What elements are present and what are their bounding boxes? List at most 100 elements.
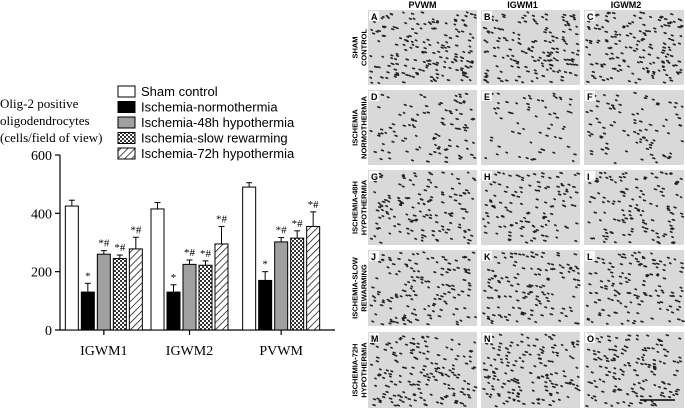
panel-letter-bg: [369, 11, 379, 21]
panel-letter-bg: [369, 91, 379, 101]
panel-letter-bg: [585, 251, 595, 261]
bar: [150, 208, 165, 331]
row-label: ISCHEMIA NORMOTHERMIA: [351, 95, 369, 158]
bar: [290, 237, 305, 331]
legend-label: Sham control: [141, 84, 218, 99]
panel-letter: E: [484, 92, 490, 102]
micrograph: [368, 170, 477, 245]
micrograph: [584, 90, 684, 165]
micrograph: [481, 332, 580, 408]
legend-swatch: [117, 85, 136, 98]
bar: [166, 291, 181, 331]
cells: [585, 333, 683, 408]
legend-label: Ischemia-48h hypothermia: [141, 115, 295, 130]
row-label-line: ISCHEMIA-SLOW: [351, 256, 360, 319]
legend-swatch: [117, 116, 136, 129]
panel-letter: N: [484, 334, 491, 344]
cells: [482, 251, 581, 325]
panel-letter-bg: [585, 333, 595, 343]
cells: [482, 333, 581, 408]
panel-letter: L: [587, 252, 593, 262]
significance-mark: *#: [308, 199, 320, 211]
panel-letter: J: [371, 252, 376, 262]
y-tick-label: 0: [45, 324, 52, 339]
row-label: ISCHEMIA-48H HYPOTHERMIA: [351, 179, 369, 235]
bar: [306, 225, 321, 331]
significance-mark: *: [171, 272, 177, 284]
y-axis-label: (cells/field of view): [0, 130, 103, 145]
panel-letter: H: [484, 172, 491, 182]
row-label-line: HYPOTHERMIA: [360, 179, 369, 235]
y-axis-label: Olig-2 positive: [0, 96, 79, 111]
panel-letter: K: [484, 252, 491, 262]
panel-letter: B: [484, 12, 491, 22]
bar: [274, 241, 289, 331]
bar: [128, 248, 143, 331]
cells: [482, 171, 580, 244]
panel-letter-bg: [369, 333, 379, 343]
cells: [369, 171, 477, 245]
legend-label: Ischemia-normothermia: [141, 100, 278, 115]
bar: [258, 279, 273, 331]
cells: [585, 91, 684, 165]
panel-letter-bg: [482, 91, 492, 101]
legend-label: Ischemia-72h hypothermia: [141, 146, 295, 161]
row-label-line: ISCHEMIA-72H: [351, 344, 360, 397]
panel-letter: G: [371, 172, 378, 182]
panel-letter-bg: [585, 11, 595, 21]
panel-letter: F: [587, 92, 593, 102]
legend-swatch: [117, 101, 136, 113]
cells: [369, 335, 478, 407]
row-label-line: HYPOTHERMIA: [360, 342, 369, 398]
panel-letter-bg: [482, 11, 492, 21]
panel-letter: A: [371, 12, 378, 22]
row-label: ISCHEMIA-SLOW REWARMING: [351, 256, 369, 319]
bar: [112, 258, 127, 331]
significance-mark: *#: [98, 238, 110, 250]
row-label-line: SHAM: [351, 36, 360, 58]
micrograph: [481, 10, 580, 85]
row-label-line: NORMOTHERMIA: [360, 95, 369, 158]
column-label: IGWM2: [611, 0, 642, 10]
significance-mark: *#: [184, 247, 196, 259]
panel-letter-bg: [585, 91, 595, 101]
bar: [242, 186, 257, 331]
legend-swatch: [117, 132, 136, 144]
significance-mark: *: [262, 259, 268, 271]
legend-label: Ischemia-slow rewarming: [141, 131, 288, 146]
x-tick-label: IGWM1: [80, 344, 127, 359]
micrograph: [368, 90, 477, 165]
panel-letter: D: [371, 92, 378, 102]
row-label-line: CONTROL: [360, 29, 369, 66]
panel-letter: C: [587, 12, 594, 22]
cells: [484, 92, 577, 163]
significance-mark: *#: [292, 218, 304, 230]
bar: [182, 263, 197, 331]
bar: [80, 291, 95, 331]
panel-letter: M: [371, 334, 379, 344]
column-label: PVWM: [409, 0, 437, 10]
row-label-line: ISCHEMIA: [351, 109, 360, 146]
column-label: IGWM1: [507, 0, 538, 10]
panel-letter: O: [587, 334, 594, 344]
panel-letter-bg: [369, 171, 379, 181]
row-label-line: REWARMING: [360, 264, 369, 312]
panel-letter: I: [587, 172, 590, 182]
micrograph: [368, 250, 477, 326]
y-tick-label: 600: [31, 149, 52, 164]
micrograph: [368, 10, 477, 85]
panel-letter-bg: [482, 333, 492, 343]
significance-mark: *: [85, 270, 91, 282]
row-label: SHAM CONTROL: [351, 29, 369, 66]
significance-mark: *#: [200, 248, 212, 260]
significance-mark: *#: [276, 225, 288, 237]
panel-letter-bg: [585, 171, 595, 181]
y-tick-label: 400: [31, 207, 52, 222]
x-tick-label: PVWM: [259, 344, 303, 359]
row-label: ISCHEMIA-72H HYPOTHERMIA: [351, 342, 369, 398]
significance-mark: *#: [216, 213, 228, 225]
cells: [369, 92, 477, 163]
panel-letter-bg: [369, 251, 379, 261]
cells: [585, 251, 685, 325]
